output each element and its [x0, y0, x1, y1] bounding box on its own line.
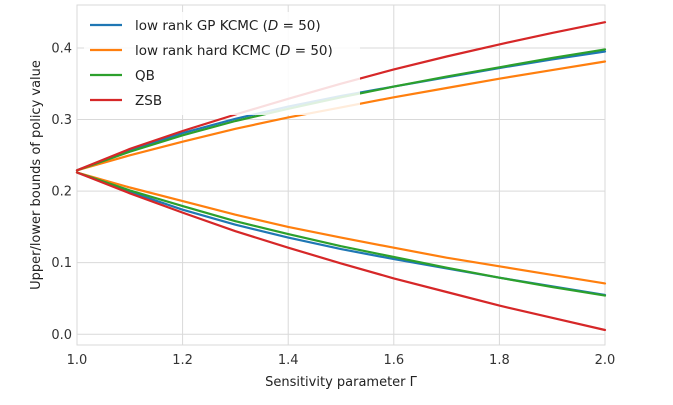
y-tick-label: 0.2	[51, 185, 72, 200]
x-axis-label: Sensitivity parameter Γ	[265, 375, 418, 390]
y-axis-ticks: 0.0 0.1 0.2 0.3 0.4	[51, 41, 72, 342]
x-tick-label: 2.0	[595, 353, 616, 368]
y-tick-label: 0.4	[51, 41, 72, 56]
series-qb-lower-line	[75, 171, 607, 297]
y-tick-label: 0.0	[51, 328, 72, 343]
x-tick-label: 1.8	[489, 353, 510, 368]
legend-box	[84, 12, 360, 115]
legend-label-zsb: ZSB	[135, 93, 162, 109]
x-tick-label: 1.6	[383, 353, 404, 368]
legend-label-low-rank-gp-kcmc: low rank GP KCMC (D = 50)	[135, 18, 321, 34]
legend-label-qb: QB	[135, 68, 155, 84]
y-tick-label: 0.3	[51, 113, 72, 128]
y-axis-label: Upper/lower bounds of policy value	[29, 60, 44, 290]
x-tick-label: 1.0	[67, 353, 88, 368]
legend-label-low-rank-hard-kcmc: low rank hard KCMC (D = 50)	[135, 43, 333, 59]
x-tick-label: 1.2	[172, 353, 193, 368]
legend: low rank GP KCMC (D = 50) low rank hard K…	[84, 12, 360, 115]
series-zsb-lower-line	[75, 171, 607, 332]
y-tick-label: 0.1	[51, 256, 72, 271]
x-axis-ticks: 1.0 1.2 1.4 1.6 1.8 2.0	[67, 353, 616, 368]
series-low-rank-hard-kcmc-lower-line	[75, 171, 607, 285]
x-tick-label: 1.4	[278, 353, 299, 368]
